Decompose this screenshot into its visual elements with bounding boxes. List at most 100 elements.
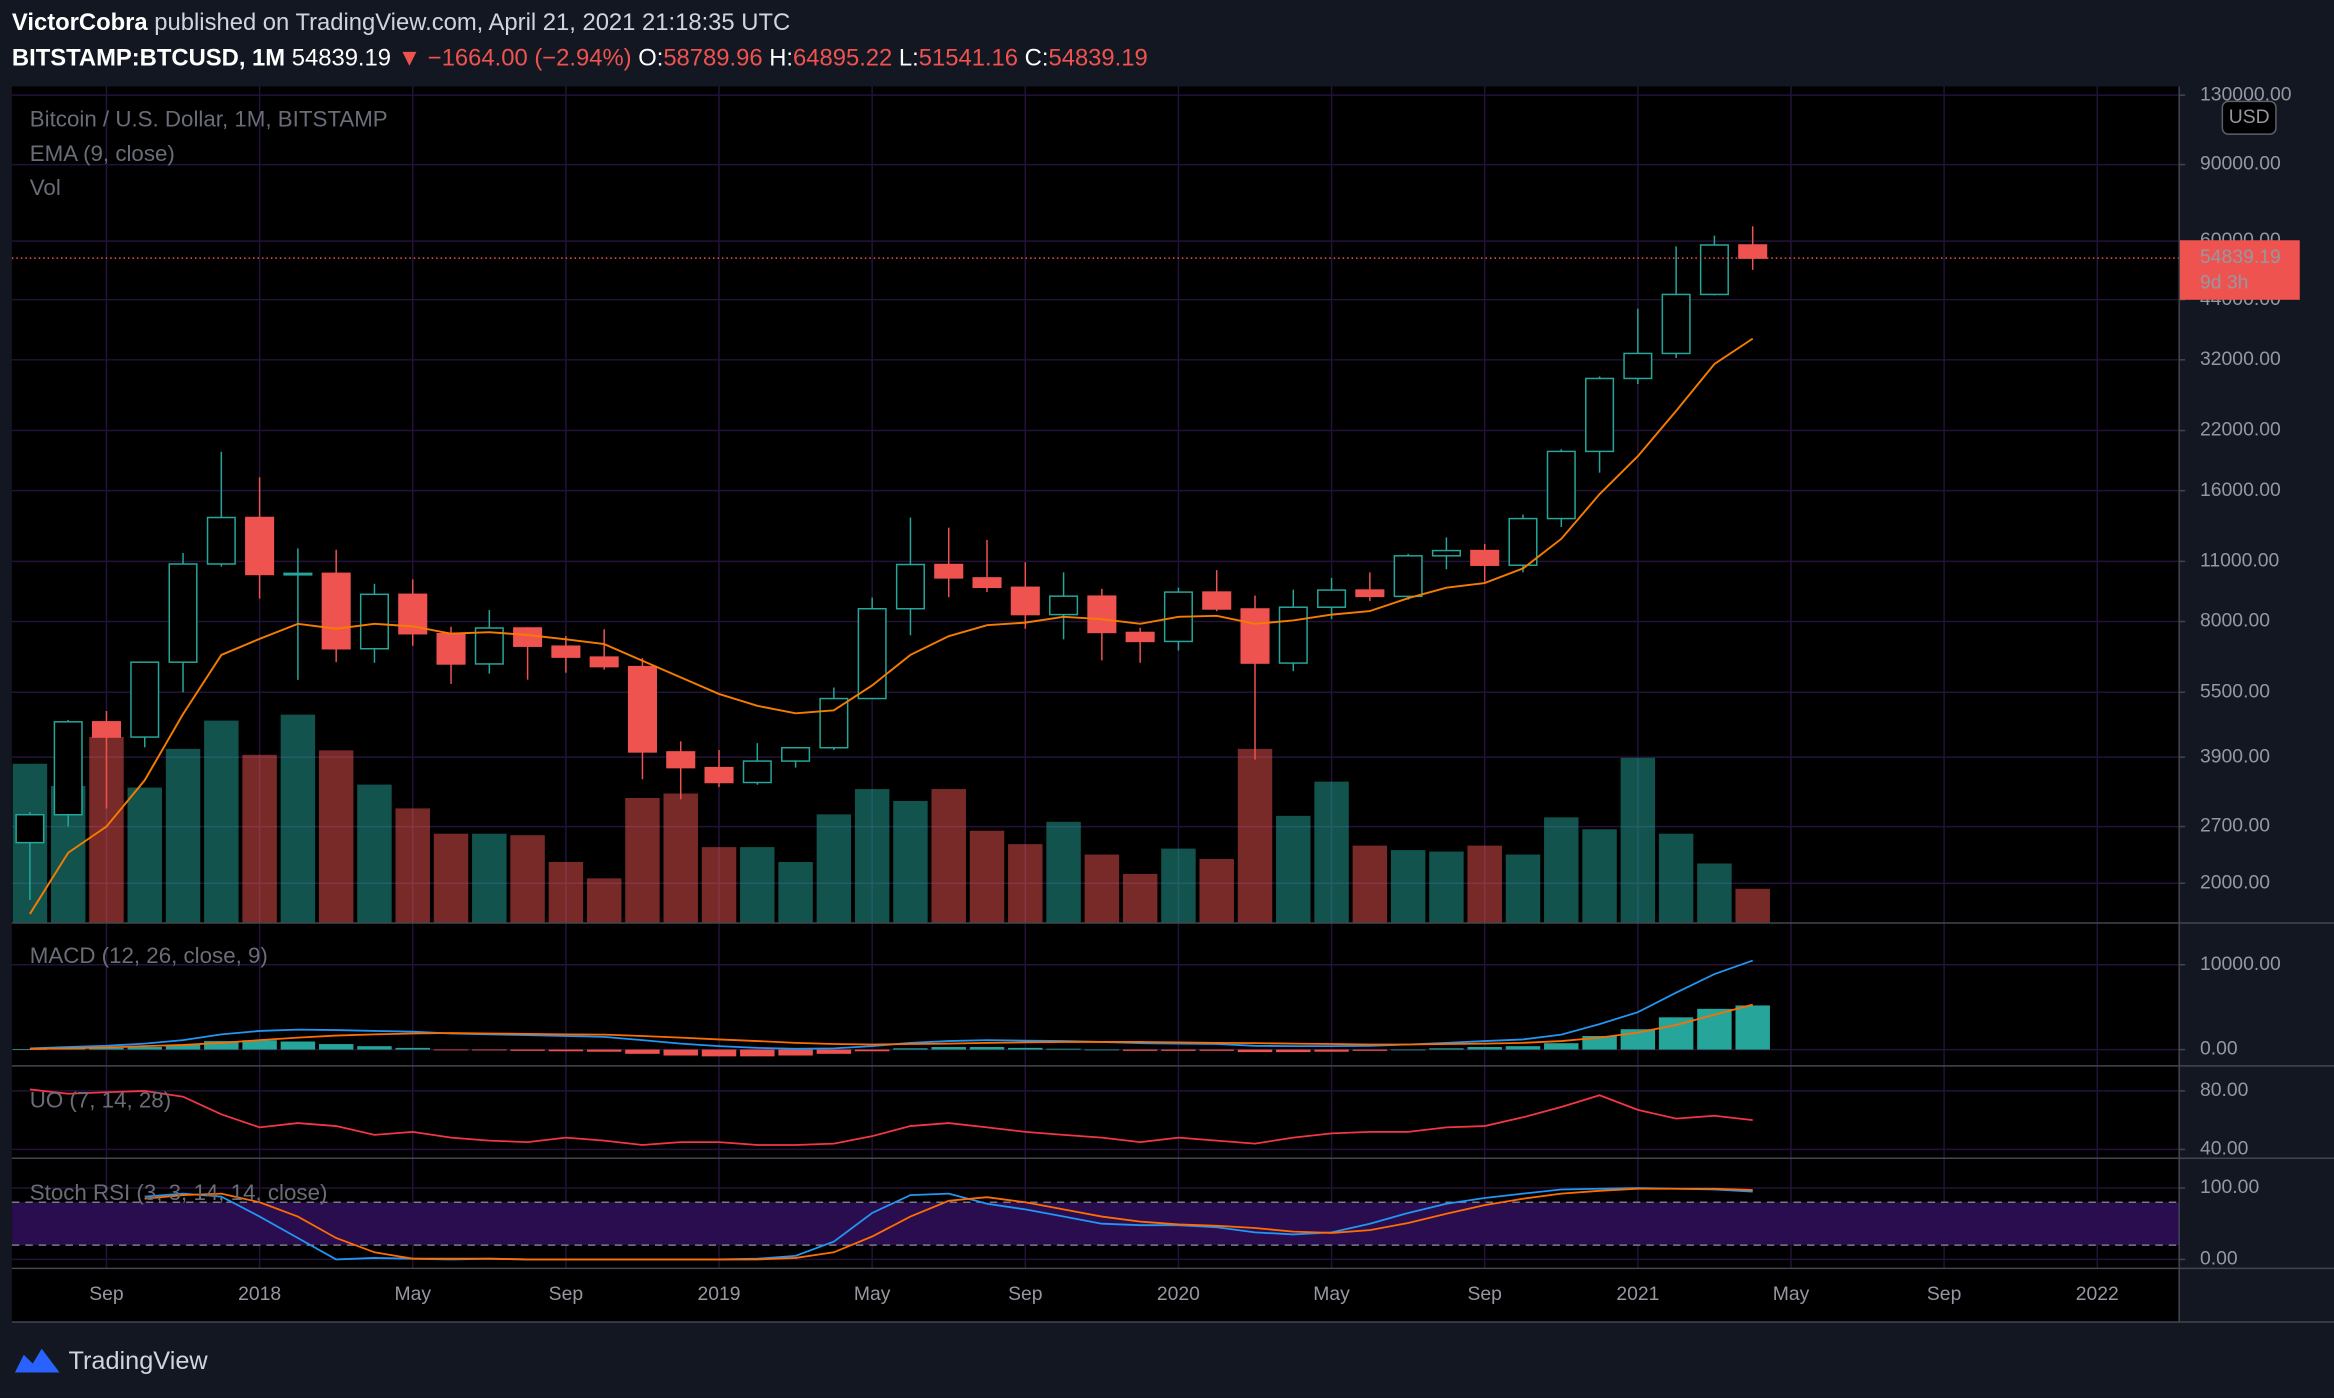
candle-body [1317,589,1347,608]
x-tick-label: Sep [1927,1283,1961,1305]
histogram-bar [318,1044,354,1050]
candle-body [551,645,581,658]
volume-bar [625,797,660,924]
volume-bar [1084,854,1120,924]
volume-bar [663,793,698,924]
volume-bar [472,833,507,924]
candle-body [1431,549,1461,557]
candle-body [1546,450,1576,520]
candle-body [627,665,657,753]
logo: TradingView [14,1347,208,1375]
x-tick-label: May [1313,1283,1350,1305]
candle-body [857,608,887,700]
price: 54839.19 [292,45,391,72]
candle-body [1699,244,1729,296]
y-tick-label: 0.00 [2200,1248,2238,1270]
x-tick-label: Sep [549,1283,583,1305]
indicator-line [144,1187,1753,1261]
candle-body [1738,244,1768,259]
volume-bar [1658,833,1694,924]
volume-bar [1697,863,1732,924]
y-tick-label: 2700.00 [2200,815,2270,837]
logo-icon [14,1348,60,1373]
volume-bar [548,861,584,924]
x-tick-label: 2019 [697,1283,740,1305]
histogram-bar [127,1047,162,1050]
ohlc-value: 54839.19 [1048,45,1147,72]
volume-bar [204,720,239,924]
volume-bar [242,754,277,924]
histogram-bar [1122,1049,1158,1051]
histogram-bar [816,1049,852,1054]
y-tick-label: 40.00 [2200,1138,2248,1160]
candle-body [819,697,849,749]
symbol: BITSTAMP:BTCUSD, 1M [12,45,285,72]
histogram-bar [1237,1049,1273,1053]
ema-line [29,337,1754,915]
ohlc-label: H: [769,45,793,72]
histogram-bar [89,1047,124,1050]
candle-body [704,766,734,784]
candle-body [1508,517,1538,566]
histogram-bar [1429,1048,1464,1050]
volume-legend: Vol [30,175,61,200]
volume-bar [1352,845,1388,924]
candle-body [934,563,964,579]
pane-title: MACD (12, 26, close, 9) [30,943,268,968]
x-tick-label: May [854,1283,891,1305]
chart-area [11,86,2180,1322]
candle-body [742,760,772,784]
histogram-bar [625,1049,660,1054]
candle-body [1049,595,1079,616]
pane-title: Stoch RSI (3, 3, 14, 14, close) [30,1180,328,1205]
volume-bar [701,847,737,924]
candle-body [283,572,313,576]
histogram-bar [357,1046,392,1050]
candle-body [1087,595,1117,634]
histogram-bar [280,1041,316,1050]
candle-body [1202,591,1232,610]
volume-bar [1390,850,1426,924]
candle-body [513,627,543,647]
x-tick-label: 2018 [238,1283,281,1305]
volume-bar [1314,781,1349,924]
indicator-line [29,1088,1753,1146]
x-tick-label: 2020 [1157,1283,1200,1305]
y-tick-label: 11000.00 [2200,550,2279,572]
volume-bar [1161,848,1196,924]
x-tick-label: Sep [89,1283,123,1305]
x-tick-label: Sep [1008,1283,1042,1305]
volume-bar [1735,888,1770,924]
candle-body [1470,549,1500,566]
y-tick-label: 32000.00 [2200,348,2281,370]
pane-title: UO (7, 14, 28) [30,1088,171,1113]
histogram-bar [1390,1049,1426,1051]
volume-bar [165,748,201,924]
footer-brand: TradingView [68,1347,208,1375]
volume-bar [1582,829,1617,924]
volume-bar [1276,815,1311,924]
histogram-bar [893,1048,928,1050]
volume-bar [1429,851,1464,924]
candle-body [1010,586,1040,616]
volume-bar [1199,859,1234,924]
histogram-bar [1544,1043,1579,1050]
candle-body [168,563,198,663]
candle-body [1125,631,1155,643]
volume-bar [357,784,392,924]
volume-bar [1505,854,1541,924]
histogram-bar [586,1049,622,1052]
volume-bar [1620,757,1656,924]
published: published on TradingView.com, April 21, … [154,9,790,36]
histogram-bar [1505,1046,1541,1050]
indicator-line [29,1003,1753,1050]
candle-body [474,627,504,665]
ohlc-value: 64895.22 [793,45,892,72]
histogram-bar [1199,1049,1234,1051]
y-tick-label: 3900.00 [2200,745,2270,767]
histogram-bar [510,1049,545,1051]
volume-bar [433,833,469,924]
header-line-2: BITSTAMP:BTCUSD, 1M 54839.19 ▼ −1664.00 … [12,45,1148,72]
y-tick-label: 90000.00 [2200,153,2281,175]
